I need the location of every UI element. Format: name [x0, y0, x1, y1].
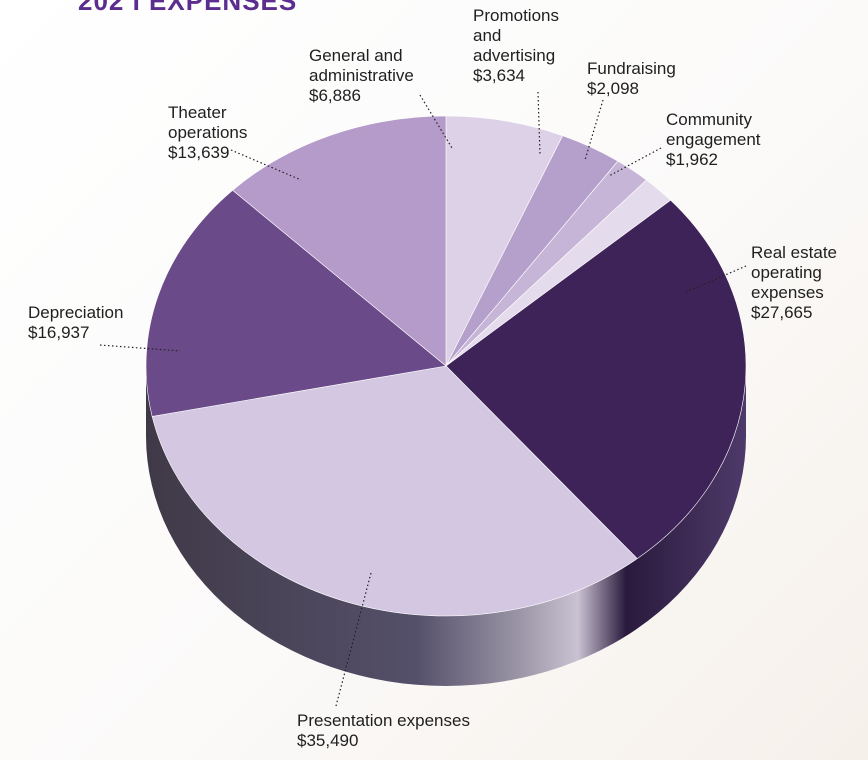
leader-line-theater	[230, 149, 302, 181]
pie-slice-depreciation	[145, 189, 447, 417]
label-general-value: $6,886	[309, 86, 361, 105]
label-theater: Theater operations $13,639	[168, 103, 247, 163]
label-promotions-value: $3,634	[473, 66, 525, 85]
label-presentation-value: $35,490	[297, 731, 359, 750]
label-fundraising: Fundraising $2,098	[587, 59, 676, 99]
label-promotions-name-1: Promotions	[473, 6, 559, 25]
pie-slice-general	[445, 115, 564, 367]
label-depreciation: Depreciation $16,937	[28, 303, 123, 343]
label-community: Community engagement $1,962	[666, 110, 761, 170]
label-general-name-2: administrative	[309, 66, 414, 85]
label-community-value: $1,962	[666, 150, 718, 169]
label-real-estate-name-1: Real estate	[751, 243, 837, 262]
label-real-estate: Real estate operating expenses $27,665	[751, 243, 837, 323]
label-general: General and administrative $6,886	[309, 46, 414, 106]
leader-line-real-estate	[685, 265, 747, 293]
label-fundraising-name-1: Fundraising	[587, 59, 676, 78]
label-presentation-name-1: Presentation expenses	[297, 711, 470, 730]
label-presentation: Presentation expenses $35,490	[297, 711, 470, 751]
label-real-estate-name-2: operating	[751, 263, 822, 282]
label-depreciation-value: $16,937	[28, 323, 90, 342]
leader-line-presentation	[335, 572, 372, 707]
label-community-name-1: Community	[666, 110, 752, 129]
leader-line-fundraising	[584, 99, 604, 161]
label-real-estate-name-3: expenses	[751, 283, 824, 302]
leader-line-depreciation	[99, 344, 181, 352]
label-general-name-1: General and	[309, 46, 403, 65]
pie-side-wall	[146, 366, 746, 686]
label-promotions: Promotions and advertising $3,634	[473, 6, 559, 86]
label-community-name-2: engagement	[666, 130, 761, 149]
pie-slice-presentation	[151, 365, 638, 617]
pie-slice-real-estate	[445, 199, 747, 560]
label-depreciation-name-1: Depreciation	[28, 303, 124, 322]
label-fundraising-value: $2,098	[587, 79, 639, 98]
label-promotions-name-2: and	[473, 26, 502, 45]
pie-slice-theater	[232, 115, 447, 367]
label-promotions-name-3: advertising	[473, 46, 556, 65]
label-theater-name-2: operations	[168, 123, 248, 142]
leader-line-community	[608, 147, 662, 177]
chart-heading: 202 I EXPENSES	[78, 0, 298, 16]
label-theater-value: $13,639	[168, 143, 230, 162]
label-real-estate-value: $27,665	[751, 303, 813, 322]
label-theater-name-1: Theater	[168, 103, 227, 122]
leader-line-promotions	[537, 91, 541, 156]
